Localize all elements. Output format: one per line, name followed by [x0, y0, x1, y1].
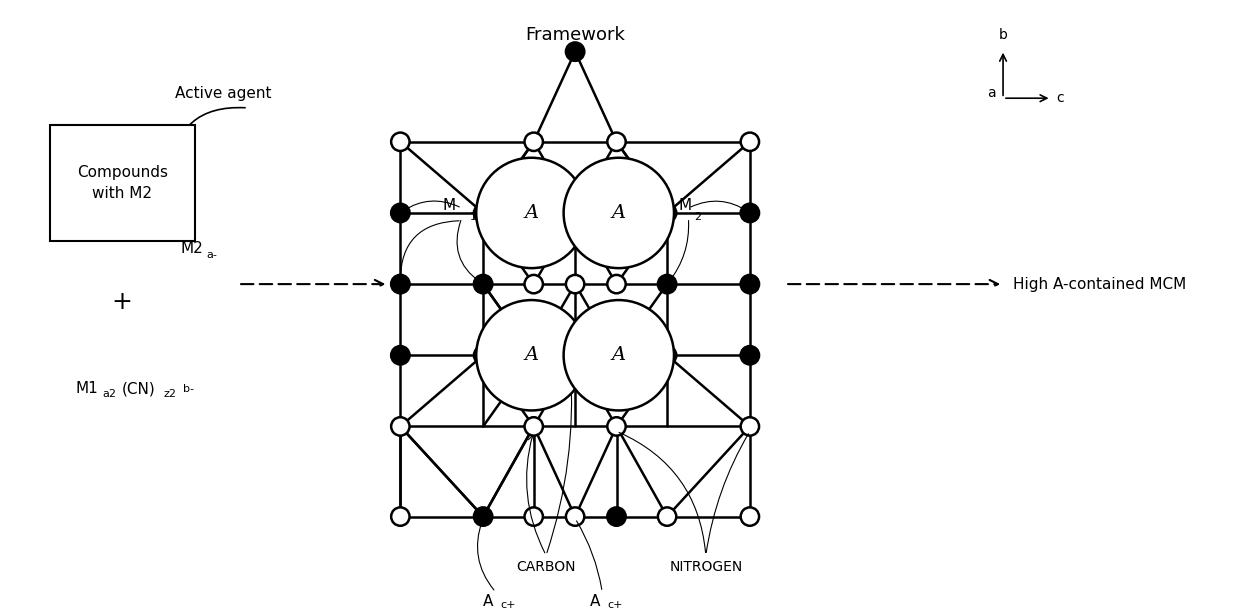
Circle shape	[391, 346, 409, 364]
Text: NITROGEN: NITROGEN	[670, 560, 743, 574]
Circle shape	[474, 204, 492, 222]
Circle shape	[608, 132, 626, 151]
Text: M2: M2	[180, 241, 203, 256]
Text: M: M	[443, 198, 456, 213]
Circle shape	[740, 417, 759, 436]
Text: Compounds
with M2: Compounds with M2	[77, 165, 167, 201]
Circle shape	[658, 275, 676, 293]
Text: 1: 1	[470, 212, 476, 222]
Text: z2: z2	[164, 389, 176, 400]
Circle shape	[740, 132, 759, 151]
Circle shape	[565, 346, 584, 364]
Ellipse shape	[564, 158, 675, 268]
Text: c: c	[1056, 92, 1064, 105]
Circle shape	[740, 204, 759, 222]
Text: a: a	[987, 87, 996, 101]
Circle shape	[525, 275, 543, 293]
Circle shape	[391, 417, 409, 436]
Circle shape	[525, 508, 543, 526]
Circle shape	[565, 204, 584, 222]
Circle shape	[565, 508, 584, 526]
FancyBboxPatch shape	[51, 125, 195, 240]
Text: b: b	[998, 28, 1007, 42]
Text: CARBON: CARBON	[516, 560, 575, 574]
Circle shape	[474, 275, 492, 293]
Circle shape	[658, 346, 676, 364]
Text: M: M	[678, 198, 692, 213]
Text: A: A	[484, 594, 494, 609]
Text: High A-contained MCM: High A-contained MCM	[1013, 276, 1185, 292]
Circle shape	[658, 204, 676, 222]
Text: (CN): (CN)	[122, 381, 156, 396]
Text: Framework: Framework	[526, 26, 625, 43]
Circle shape	[740, 346, 759, 364]
Circle shape	[474, 346, 492, 364]
Circle shape	[740, 508, 759, 526]
Text: A: A	[611, 204, 626, 222]
Circle shape	[391, 204, 409, 222]
Circle shape	[391, 132, 409, 151]
Circle shape	[565, 43, 584, 61]
Text: M1: M1	[76, 381, 98, 396]
Text: A: A	[611, 346, 626, 364]
Text: b-: b-	[184, 384, 193, 393]
Ellipse shape	[476, 300, 587, 411]
Text: +: +	[112, 290, 133, 314]
Text: 2: 2	[694, 212, 702, 222]
Text: A: A	[525, 204, 538, 222]
Circle shape	[608, 508, 626, 526]
Circle shape	[391, 275, 409, 293]
Circle shape	[658, 508, 676, 526]
Circle shape	[608, 275, 626, 293]
Text: A: A	[590, 594, 600, 609]
Circle shape	[608, 417, 626, 436]
Ellipse shape	[476, 158, 587, 268]
Text: a2: a2	[103, 389, 117, 400]
Circle shape	[525, 417, 543, 436]
Circle shape	[474, 508, 492, 526]
Circle shape	[391, 508, 409, 526]
Circle shape	[525, 346, 543, 364]
Text: c+: c+	[501, 600, 516, 610]
Circle shape	[565, 275, 584, 293]
Ellipse shape	[564, 300, 675, 411]
Circle shape	[525, 132, 543, 151]
Circle shape	[740, 275, 759, 293]
Text: c+: c+	[608, 600, 622, 610]
Text: a-: a-	[206, 250, 217, 260]
Text: Active agent: Active agent	[175, 86, 272, 101]
Circle shape	[608, 346, 626, 364]
Text: A: A	[525, 346, 538, 364]
